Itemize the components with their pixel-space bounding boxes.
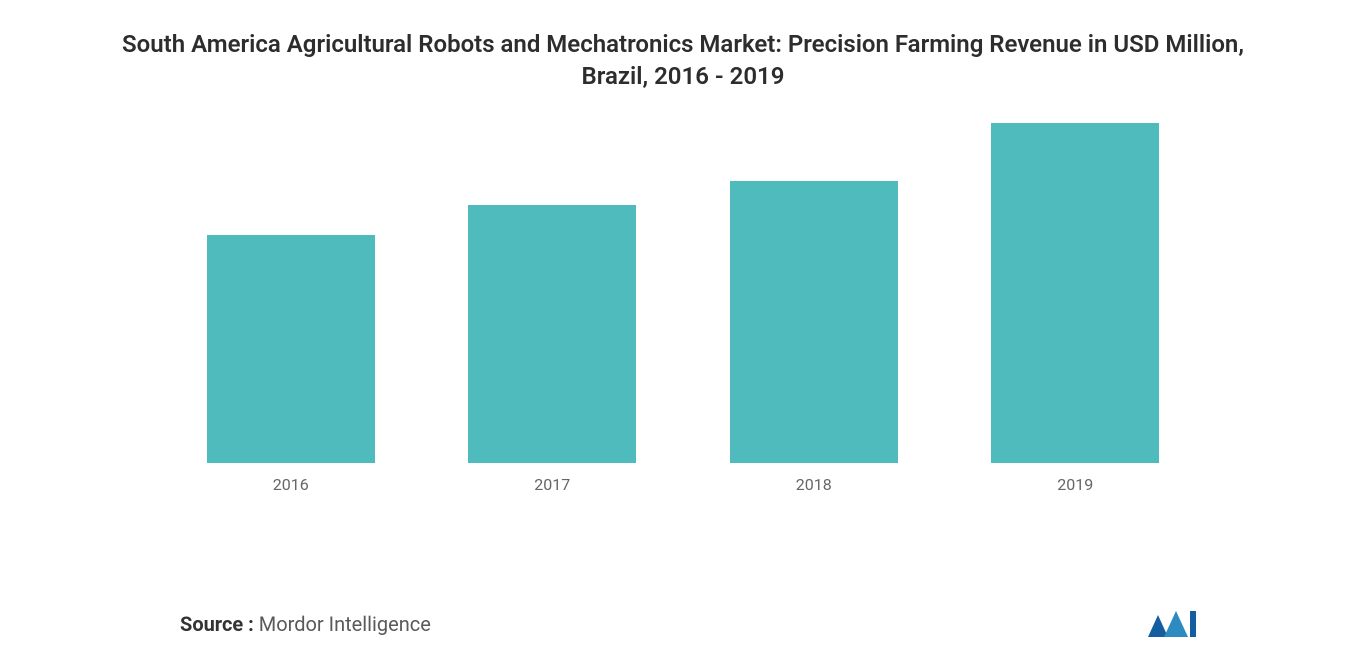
bar (991, 123, 1159, 463)
x-axis-label: 2016 (201, 467, 381, 494)
x-axis-label: 2017 (462, 467, 642, 494)
bar-group (724, 181, 904, 463)
x-labels-row: 2016 2017 2018 2019 (40, 467, 1326, 503)
bar-group (462, 205, 642, 463)
x-axis-label: 2018 (724, 467, 904, 494)
bar (730, 181, 898, 463)
bar (468, 205, 636, 463)
x-axis-label: 2019 (985, 467, 1165, 494)
bar-group (985, 123, 1165, 463)
source-value: Mordor Intelligence (259, 612, 431, 636)
mordor-logo-icon (1146, 607, 1196, 641)
source-label: Source : (180, 612, 254, 636)
chart-title: South America Agricultural Robots and Me… (40, 28, 1326, 93)
source-row: Source : Mordor Intelligence (0, 607, 1366, 641)
bar (207, 235, 375, 463)
bars-row (40, 123, 1326, 463)
bar-group (201, 235, 381, 463)
chart-plot-area: 2016 2017 2018 2019 (40, 123, 1326, 503)
chart-container: South America Agricultural Robots and Me… (0, 0, 1366, 655)
source-text: Source : Mordor Intelligence (180, 612, 431, 636)
